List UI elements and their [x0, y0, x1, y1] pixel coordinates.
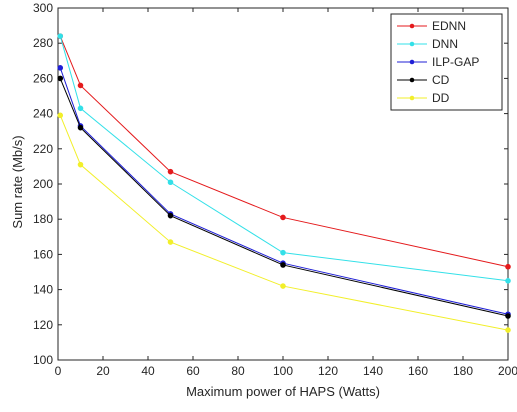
- legend-marker: [409, 95, 415, 101]
- data-point: [77, 105, 84, 112]
- data-point: [505, 278, 511, 284]
- series-dd: [57, 112, 511, 333]
- legend-marker: [409, 59, 415, 65]
- y-tick-label: 260: [33, 71, 53, 85]
- data-point: [167, 179, 174, 186]
- y-axis-label: Sum rate (Mb/s): [10, 135, 25, 228]
- x-tick-label: 0: [55, 364, 62, 378]
- data-point: [280, 214, 286, 221]
- data-point: [505, 263, 511, 270]
- legend-label: CD: [432, 73, 450, 87]
- x-tick-label: 120: [318, 364, 338, 378]
- data-point: [505, 327, 511, 333]
- y-tick-label: 280: [33, 36, 53, 50]
- data-point: [167, 239, 174, 245]
- data-point: [57, 33, 64, 39]
- x-axis-label: Maximum power of HAPS (Watts): [186, 384, 380, 399]
- x-tick-label: 140: [363, 364, 383, 378]
- legend-label: DNN: [432, 37, 458, 51]
- data-point: [280, 249, 286, 256]
- x-tick-label: 160: [408, 364, 428, 378]
- y-tick-label: 140: [33, 283, 53, 297]
- x-tick-label: 100: [273, 364, 293, 378]
- y-tick-label: 100: [33, 353, 53, 367]
- legend-marker: [409, 77, 415, 83]
- y-tick-label: 300: [33, 1, 53, 15]
- x-tick-label: 60: [186, 364, 200, 378]
- data-point: [280, 262, 286, 268]
- data-point: [77, 161, 84, 168]
- x-tick-label: 20: [96, 364, 110, 378]
- y-tick-label: 220: [33, 142, 53, 156]
- data-point: [57, 65, 64, 71]
- legend-label: EDNN: [432, 19, 466, 33]
- y-tick-label: 240: [33, 107, 53, 121]
- y-tick-label: 200: [33, 177, 53, 191]
- y-tick-label: 180: [33, 212, 53, 226]
- data-point: [167, 168, 174, 175]
- series-cd: [57, 75, 511, 319]
- data-point: [167, 212, 174, 219]
- legend-marker: [409, 41, 415, 47]
- x-tick-label: 200: [498, 364, 517, 378]
- x-tick-label: 40: [141, 364, 155, 378]
- y-tick-label: 160: [33, 247, 53, 261]
- legend: EDNN DNN ILP-GAP CD DD: [390, 13, 503, 111]
- x-tick-label: 80: [231, 364, 245, 378]
- legend-label: ILP-GAP: [432, 55, 479, 69]
- data-point: [280, 283, 286, 289]
- series-group: [57, 33, 511, 333]
- data-point: [505, 313, 511, 319]
- data-point: [57, 112, 64, 119]
- x-tick-label: 180: [453, 364, 473, 378]
- data-point: [77, 82, 84, 89]
- data-point: [57, 75, 64, 82]
- legend-marker: [409, 23, 415, 29]
- y-tick-label: 120: [33, 318, 53, 332]
- series-dnn: [57, 33, 511, 284]
- legend-label: DD: [432, 91, 450, 105]
- data-point: [77, 124, 84, 131]
